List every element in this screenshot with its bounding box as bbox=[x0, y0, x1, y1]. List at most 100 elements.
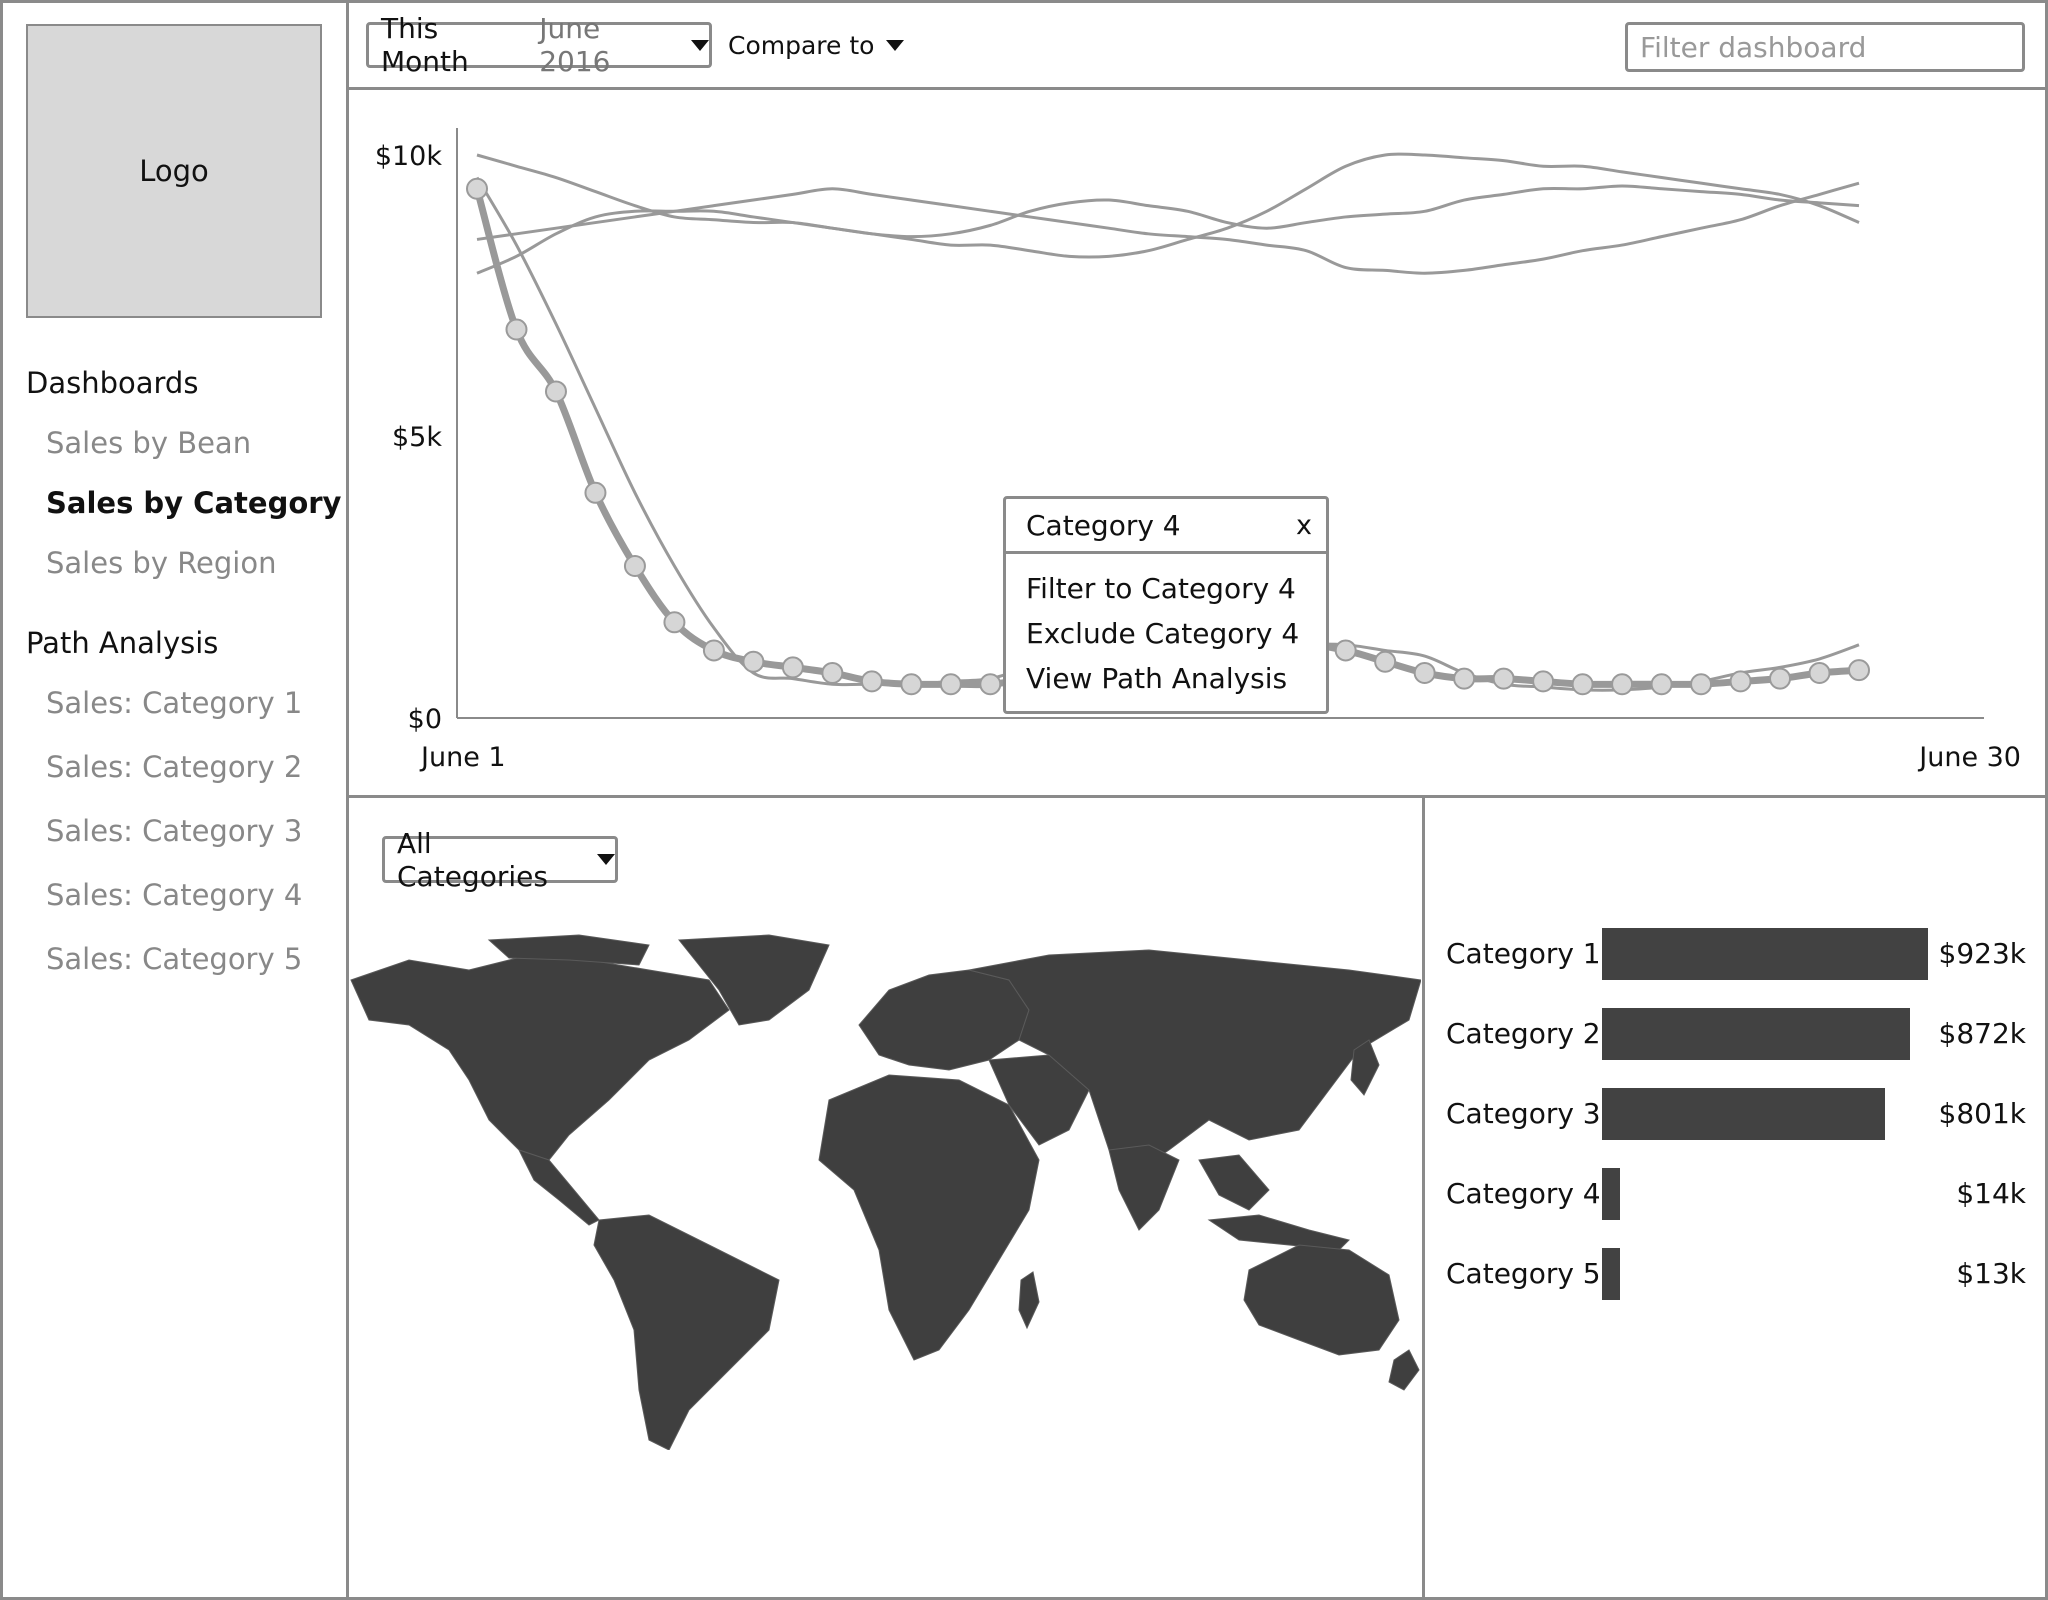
compare-to-label: Compare to bbox=[728, 31, 875, 60]
category-context-menu: Category 4 x Filter to Category 4 Exclud… bbox=[1003, 496, 1329, 714]
date-range-value: June 2016 bbox=[539, 12, 611, 78]
data-point[interactable] bbox=[821, 661, 844, 684]
bar-row[interactable]: Category 4 $14k bbox=[1446, 1168, 2026, 1220]
bar-row[interactable]: Category 2 $872k bbox=[1446, 1008, 2026, 1060]
map-southeast-asia[interactable] bbox=[1198, 1154, 1270, 1211]
sidebar: Logo Dashboards Sales by Bean Sales by C… bbox=[0, 0, 346, 1600]
menu-item-exclude[interactable]: Exclude Category 4 bbox=[1026, 617, 1300, 650]
bar-label: Category 2 bbox=[1446, 1017, 1601, 1050]
bar-value-label: $13k bbox=[1956, 1257, 2026, 1290]
data-point[interactable] bbox=[1848, 659, 1870, 682]
x-tick-label: June 30 bbox=[1917, 742, 2021, 773]
close-icon[interactable]: x bbox=[1296, 509, 1312, 541]
date-range-select[interactable]: This Month June 2016 bbox=[366, 12, 712, 78]
data-point[interactable] bbox=[1808, 661, 1831, 684]
data-point[interactable] bbox=[900, 673, 923, 696]
data-point[interactable] bbox=[1690, 673, 1713, 696]
map-north-america[interactable] bbox=[350, 954, 730, 1161]
bar-row[interactable]: Category 1 $923k bbox=[1446, 928, 2026, 980]
data-point[interactable] bbox=[584, 481, 607, 504]
logo-text: Logo bbox=[139, 154, 209, 188]
bar-value-label: $801k bbox=[1938, 1097, 2026, 1130]
map-new-zealand[interactable] bbox=[1388, 1349, 1420, 1391]
chevron-down-icon bbox=[597, 854, 615, 865]
nav-item-sales-category-5[interactable]: Sales: Category 5 bbox=[46, 942, 303, 976]
data-point[interactable] bbox=[623, 554, 646, 577]
nav-item-sales-category-4[interactable]: Sales: Category 4 bbox=[46, 878, 303, 912]
nav-item-sales-by-bean[interactable]: Sales by Bean bbox=[46, 426, 252, 460]
series-line-3[interactable] bbox=[476, 152, 1860, 259]
bar-label: Category 4 bbox=[1446, 1177, 1601, 1210]
bar-row[interactable]: Category 3 $801k bbox=[1446, 1088, 2026, 1140]
nav-heading-dashboards: Dashboards bbox=[26, 366, 199, 400]
map-india[interactable] bbox=[1108, 1144, 1180, 1231]
sales-line-chart: $10k $5k $0 June 1 June 30 Category 4 x … bbox=[349, 90, 2045, 795]
map-australia[interactable] bbox=[1243, 1244, 1400, 1356]
data-point[interactable] bbox=[663, 611, 686, 634]
sidebar-divider bbox=[346, 0, 349, 1600]
map-greenland[interactable] bbox=[678, 934, 830, 1026]
data-point[interactable] bbox=[939, 673, 962, 696]
map-canada-islands[interactable] bbox=[487, 934, 650, 966]
data-point[interactable] bbox=[1729, 670, 1752, 693]
bar-row[interactable]: Category 5 $13k bbox=[1446, 1248, 2026, 1300]
bar-label: Category 1 bbox=[1446, 937, 1601, 970]
world-map[interactable] bbox=[349, 930, 1421, 1450]
nav-item-sales-by-region[interactable]: Sales by Region bbox=[46, 546, 277, 580]
y-tick-label: $10k bbox=[375, 141, 443, 172]
bar[interactable] bbox=[1602, 928, 1928, 980]
bar-value-label: $872k bbox=[1938, 1017, 2026, 1050]
nav-item-sales-category-1[interactable]: Sales: Category 1 bbox=[46, 686, 303, 720]
map-madagascar[interactable] bbox=[1018, 1271, 1040, 1330]
map-japan[interactable] bbox=[1350, 1039, 1380, 1096]
series-line-5[interactable] bbox=[476, 184, 1860, 275]
data-point[interactable] bbox=[1571, 673, 1594, 696]
bar[interactable] bbox=[1602, 1088, 1885, 1140]
menu-item-filter[interactable]: Filter to Category 4 bbox=[1026, 572, 1296, 605]
data-point[interactable] bbox=[1492, 667, 1515, 690]
data-point[interactable] bbox=[466, 177, 488, 200]
data-point[interactable] bbox=[860, 670, 883, 693]
map-south-america[interactable] bbox=[593, 1214, 780, 1450]
nav-item-sales-by-category[interactable]: Sales by Category bbox=[46, 486, 342, 520]
data-point[interactable] bbox=[1334, 639, 1357, 662]
category-select[interactable]: All Categories bbox=[382, 827, 618, 893]
chevron-down-icon bbox=[691, 39, 709, 51]
data-point[interactable] bbox=[1374, 650, 1397, 673]
context-menu-title: Category 4 bbox=[1026, 508, 1181, 542]
data-point[interactable] bbox=[702, 639, 725, 662]
data-point[interactable] bbox=[979, 673, 1002, 696]
category-select-value: All Categories bbox=[397, 826, 548, 893]
date-range-label: This Month bbox=[381, 12, 469, 78]
menu-item-view-path-analysis[interactable]: View Path Analysis bbox=[1026, 662, 1288, 695]
bar[interactable] bbox=[1602, 1248, 1620, 1300]
map-asia[interactable] bbox=[968, 949, 1421, 1171]
y-tick-label: $5k bbox=[392, 422, 442, 453]
map-africa[interactable] bbox=[818, 1074, 1040, 1361]
data-point[interactable] bbox=[1413, 661, 1436, 684]
series-line-4[interactable] bbox=[476, 181, 1860, 275]
map-central-america[interactable] bbox=[518, 1149, 600, 1226]
data-point[interactable] bbox=[505, 318, 528, 341]
data-point[interactable] bbox=[544, 380, 567, 403]
data-point[interactable] bbox=[1769, 667, 1792, 690]
filter-dashboard-input[interactable] bbox=[1625, 22, 2025, 72]
bar[interactable] bbox=[1602, 1008, 1910, 1060]
chevron-down-icon bbox=[886, 40, 905, 51]
context-menu-header: Category 4 x bbox=[1006, 499, 1326, 554]
context-menu-items: Filter to Category 4 Exclude Category 4 … bbox=[1006, 554, 1326, 701]
bar-label: Category 5 bbox=[1446, 1257, 1601, 1290]
bar[interactable] bbox=[1602, 1168, 1620, 1220]
map-indonesia[interactable] bbox=[1207, 1214, 1350, 1251]
data-point[interactable] bbox=[1532, 670, 1555, 693]
data-point[interactable] bbox=[781, 656, 804, 679]
nav-item-sales-category-2[interactable]: Sales: Category 2 bbox=[46, 750, 303, 784]
compare-to-dropdown[interactable]: Compare to bbox=[728, 31, 905, 60]
y-tick-label: $0 bbox=[408, 704, 442, 735]
data-point[interactable] bbox=[1611, 673, 1634, 696]
nav-item-sales-category-3[interactable]: Sales: Category 3 bbox=[46, 814, 303, 848]
map-europe[interactable] bbox=[858, 969, 1030, 1071]
data-point[interactable] bbox=[1650, 673, 1673, 696]
data-point[interactable] bbox=[1453, 667, 1476, 690]
data-point[interactable] bbox=[742, 650, 765, 673]
